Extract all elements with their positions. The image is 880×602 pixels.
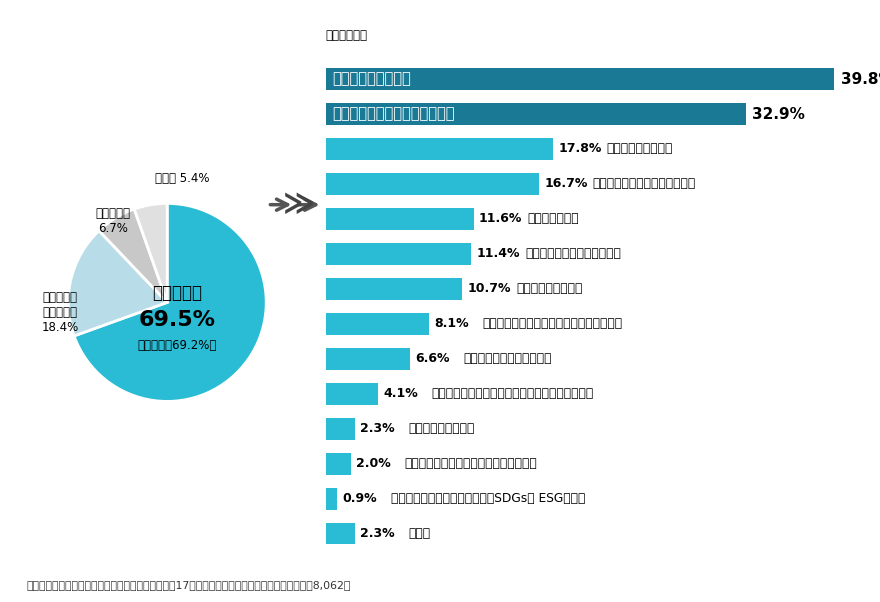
Text: 金融機関からの融資の際の優遇や債券の発行支援: 金融機関からの融資の際の優遇や債券の発行支援 — [432, 387, 594, 400]
Text: 32.9%: 32.9% — [752, 107, 805, 122]
Bar — [326, 523, 355, 544]
Text: 注：母数は「現在、力を入れている項目」のうち、17の目標（項目）のいずれかを選択した企業8,062社: 注：母数は「現在、力を入れている項目」のうち、17の目標（項目）のいずれかを選択… — [26, 580, 351, 590]
Bar — [326, 138, 554, 160]
Text: 採用活動におけるプラスの効果: 採用活動におけるプラスの効果 — [593, 178, 696, 190]
Text: 8.1%: 8.1% — [434, 317, 469, 330]
Text: 69.5%: 69.5% — [139, 310, 216, 330]
Text: 11.4%: 11.4% — [476, 247, 520, 261]
Wedge shape — [135, 203, 167, 302]
Text: ≫: ≫ — [283, 190, 315, 219]
Text: 不回答 5.4%: 不回答 5.4% — [155, 172, 209, 185]
Text: 6.6%: 6.6% — [415, 352, 450, 365]
Bar — [326, 208, 473, 230]
Bar — [326, 278, 462, 300]
Text: 投資家や個人からの資金調達（SDGs・ ESG投資）: 投資家や個人からの資金調達（SDGs・ ESG投資） — [391, 492, 585, 505]
Text: 競合他社との差別化: 競合他社との差別化 — [516, 282, 583, 296]
Bar — [326, 348, 410, 370]
Text: 2.0%: 2.0% — [356, 457, 391, 470]
Bar — [326, 453, 351, 474]
Text: まだ効果は
みられない
18.4%: まだ効果は みられない 18.4% — [41, 291, 79, 334]
Text: 補助金や助成金の採択増加: 補助金や助成金の採択増加 — [464, 352, 552, 365]
Text: 0.9%: 0.9% — [342, 492, 377, 505]
Bar — [326, 383, 378, 405]
Text: 2.3%: 2.3% — [360, 527, 395, 540]
Bar — [326, 68, 834, 90]
Text: 従業員のモチベーションの向上: 従業員のモチベーションの向上 — [332, 107, 454, 122]
Text: 売り上げの増加: 売り上げの増加 — [527, 213, 579, 225]
Text: （前回調査69.2%）: （前回調査69.2%） — [137, 340, 216, 352]
Text: 表彰等のノミネート: 表彰等のノミネート — [408, 422, 475, 435]
Text: 経営方针等の明確化: 経営方针等の明確化 — [607, 143, 673, 155]
Text: その他: その他 — [408, 527, 431, 540]
Bar — [326, 488, 337, 509]
Text: 16.7%: 16.7% — [544, 178, 588, 190]
Text: 17.8%: 17.8% — [558, 143, 602, 155]
Text: 4.1%: 4.1% — [383, 387, 418, 400]
Wedge shape — [99, 209, 167, 302]
Wedge shape — [69, 231, 167, 336]
Text: 取引の拡大（新規開拓含む）: 取引の拡大（新規開拓含む） — [525, 247, 621, 261]
Text: 分からない
6.7%: 分からない 6.7% — [95, 207, 130, 235]
Text: 国や行政の入札や企画提案時などの優遇: 国や行政の入札や企画提案時などの優遇 — [405, 457, 538, 470]
Text: 新規事業立ち上げ、新商品・サービス開発: 新規事業立ち上げ、新商品・サービス開発 — [483, 317, 623, 330]
Text: 11.6%: 11.6% — [479, 213, 523, 225]
Text: （複数回答）: （複数回答） — [326, 29, 368, 42]
Text: 10.7%: 10.7% — [467, 282, 511, 296]
Bar — [326, 243, 472, 265]
Bar — [326, 313, 429, 335]
Bar — [326, 173, 539, 195]
Text: 39.8%: 39.8% — [840, 72, 880, 87]
Text: 効果を実感: 効果を実感 — [152, 284, 202, 302]
Bar — [326, 103, 746, 125]
Bar — [326, 418, 355, 439]
Wedge shape — [74, 203, 266, 402]
Text: 企業イメージの向上: 企業イメージの向上 — [332, 72, 411, 87]
Text: 2.3%: 2.3% — [360, 422, 395, 435]
